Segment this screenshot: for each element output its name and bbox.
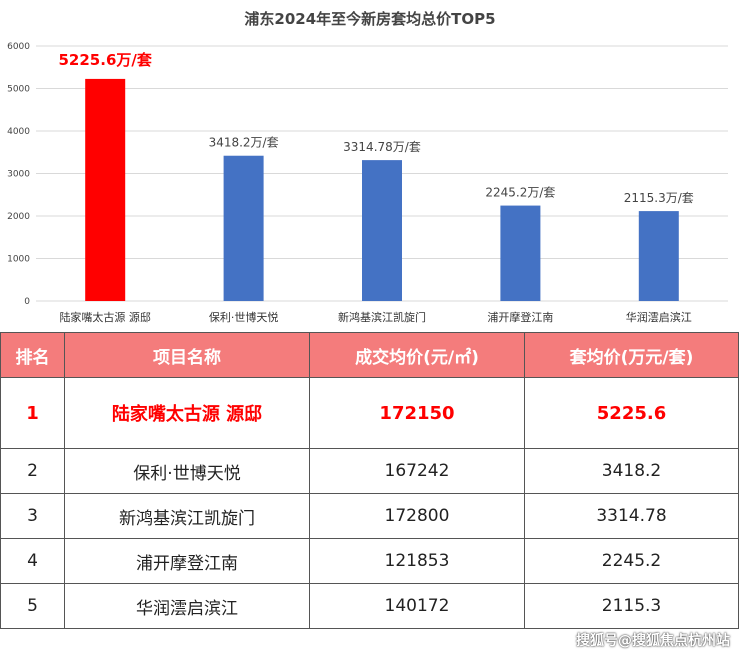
y-axis-ticks: 0 1000 2000 3000 4000 5000 6000 xyxy=(7,42,30,307)
category-label: 陆家嘴太古源 源邸 xyxy=(59,310,151,324)
total-price-cell: 2115.3 xyxy=(524,583,739,629)
y-tick-label: 6000 xyxy=(7,42,30,52)
header-project-name: 项目名称 xyxy=(64,332,310,378)
bar xyxy=(500,205,541,301)
bar xyxy=(223,155,264,301)
rank-cell: 3 xyxy=(0,493,65,539)
unit-price-cell: 172800 xyxy=(309,493,525,539)
data-labels: 5225.6万/套 3418.2万/套 3314.78万/套 2245.2万/套 211… xyxy=(59,51,694,205)
total-price-cell: 2245.2 xyxy=(524,538,739,584)
data-label: 5225.6万/套 xyxy=(59,51,153,69)
table-row: 1 陆家嘴太古源 源邸 172150 5225.6 xyxy=(0,377,739,449)
header-avg-total-price: 套均价(万元/套) xyxy=(524,332,739,378)
y-tick-label: 0 xyxy=(24,297,30,307)
ranking-table-container: 排名 项目名称 成交均价(元/㎡) 套均价(万元/套) 1 陆家嘴太古源 源邸 … xyxy=(0,332,739,629)
unit-price-cell: 167242 xyxy=(309,448,525,494)
ranking-table: 排名 项目名称 成交均价(元/㎡) 套均价(万元/套) 1 陆家嘴太古源 源邸 … xyxy=(0,332,739,629)
rank-cell: 2 xyxy=(0,448,65,494)
table-row: 5 华润澐启滨江 140172 2115.3 xyxy=(0,583,739,629)
y-tick-label: 1000 xyxy=(7,255,30,265)
y-tick-label: 5000 xyxy=(7,85,30,95)
bar xyxy=(638,211,679,301)
category-label: 浦开摩登江南 xyxy=(487,310,553,324)
unit-price-cell: 140172 xyxy=(309,583,525,629)
project-name-cell: 新鸿基滨江凯旋门 xyxy=(64,493,310,539)
project-name-cell: 陆家嘴太古源 源邸 xyxy=(64,377,310,449)
total-price-cell: 3314.78 xyxy=(524,493,739,539)
unit-price-cell: 172150 xyxy=(309,377,525,449)
data-label: 2115.3万/套 xyxy=(624,191,694,205)
unit-price-cell: 121853 xyxy=(309,538,525,584)
table-header-row: 排名 项目名称 成交均价(元/㎡) 套均价(万元/套) xyxy=(0,332,739,378)
chart-svg: 浦东2024年至今新房套均总价TOP5 0 1000 2000 3000 4000 500… xyxy=(7,10,728,324)
total-price-cell: 3418.2 xyxy=(524,448,739,494)
bar xyxy=(85,78,126,301)
project-name-cell: 华润澐启滨江 xyxy=(64,583,310,629)
category-label: 保利·世博天悦 xyxy=(209,310,279,324)
y-tick-label: 2000 xyxy=(7,212,30,222)
header-rank: 排名 xyxy=(0,332,65,378)
rank-cell: 1 xyxy=(0,377,65,449)
data-label: 2245.2万/套 xyxy=(485,186,555,200)
y-tick-label: 3000 xyxy=(7,170,30,180)
table-row: 3 新鸿基滨江凯旋门 172800 3314.78 xyxy=(0,493,739,539)
category-label: 华润澐启滨江 xyxy=(626,310,692,324)
table-row: 4 浦开摩登江南 121853 2245.2 xyxy=(0,538,739,584)
category-label: 新鸿基滨江凯旋门 xyxy=(338,310,426,324)
table-row: 2 保利·世博天悦 167242 3418.2 xyxy=(0,448,739,494)
y-tick-label: 4000 xyxy=(7,127,30,137)
header-avg-unit-price: 成交均价(元/㎡) xyxy=(309,332,525,378)
bar-chart: 浦东2024年至今新房套均总价TOP5 0 1000 2000 3000 4000 500… xyxy=(7,10,728,324)
bars xyxy=(85,78,679,301)
data-label: 3418.2万/套 xyxy=(209,136,279,150)
watermark: 搜狐号@搜狐焦点杭州站 xyxy=(576,633,730,649)
rank-cell: 5 xyxy=(0,583,65,629)
project-name-cell: 保利·世博天悦 xyxy=(64,448,310,494)
rank-cell: 4 xyxy=(0,538,65,584)
bar xyxy=(362,160,402,301)
category-labels: 陆家嘴太古源 源邸 保利·世博天悦 新鸿基滨江凯旋门 浦开摩登江南 华润澐启滨江 xyxy=(59,310,691,324)
total-price-cell: 5225.6 xyxy=(524,377,739,449)
chart-title: 浦东2024年至今新房套均总价TOP5 xyxy=(244,10,495,28)
project-name-cell: 浦开摩登江南 xyxy=(64,538,310,584)
data-label: 3314.78万/套 xyxy=(343,140,421,154)
